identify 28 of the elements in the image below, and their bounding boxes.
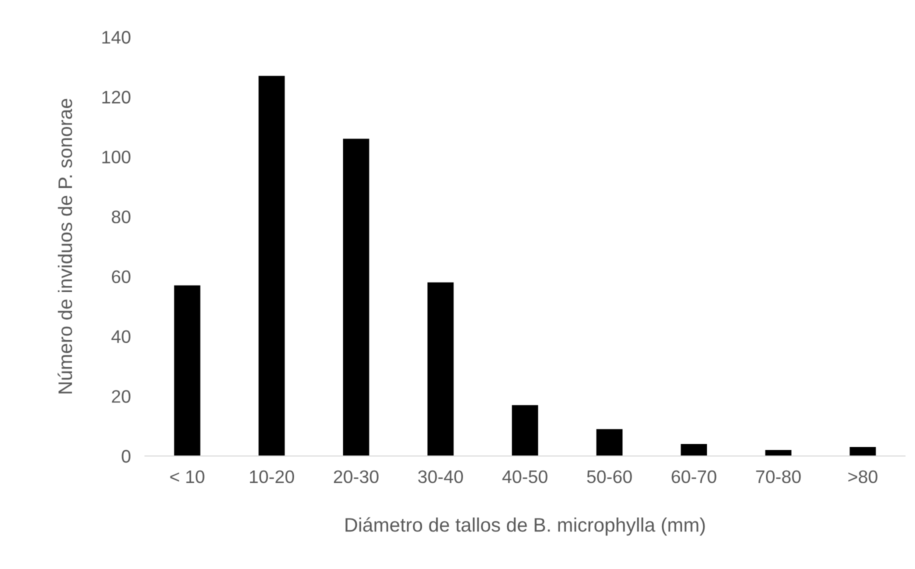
bar (512, 405, 538, 456)
x-tick-label: >80 (848, 470, 878, 484)
x-tick-label: 20-30 (334, 470, 378, 484)
bar (765, 450, 792, 456)
x-tick-label: 40-50 (502, 470, 548, 484)
x-axis-title: Diámetro de tallos de B. microphylla (mm) (346, 517, 705, 536)
x-tick-label: 30-40 (418, 470, 463, 484)
y-tick-label: 0 (122, 450, 130, 463)
bar (850, 447, 876, 456)
y-tick-label: 80 (112, 210, 130, 224)
bar (258, 76, 285, 456)
y-tick-label: 60 (112, 270, 130, 284)
bar (596, 429, 623, 456)
x-tick-label: 70-80 (756, 470, 801, 484)
bar (427, 282, 454, 456)
x-tick-label: 10-20 (250, 470, 294, 484)
y-tick-label: 140 (102, 30, 130, 44)
bar (680, 444, 707, 456)
x-tick-label: 50-60 (587, 470, 632, 484)
y-axis-title: Número de inviduos de P. sonorae (58, 98, 72, 394)
y-tick-label: 120 (102, 90, 130, 104)
y-tick-label: 40 (111, 330, 130, 344)
bar (174, 285, 200, 456)
bar (343, 138, 370, 456)
x-tick-label: 60-70 (672, 470, 716, 484)
y-tick-label: 100 (102, 150, 130, 164)
y-tick-label: 20 (112, 390, 130, 403)
x-tick-label: < 10 (170, 470, 204, 484)
